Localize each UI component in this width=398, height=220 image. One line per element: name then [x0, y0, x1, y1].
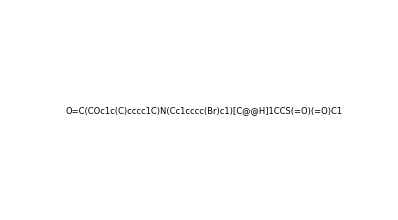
Text: O=C(COc1c(C)cccc1C)N(Cc1cccc(Br)c1)[C@@H]1CCS(=O)(=O)C1: O=C(COc1c(C)cccc1C)N(Cc1cccc(Br)c1)[C@@H… — [65, 107, 343, 116]
